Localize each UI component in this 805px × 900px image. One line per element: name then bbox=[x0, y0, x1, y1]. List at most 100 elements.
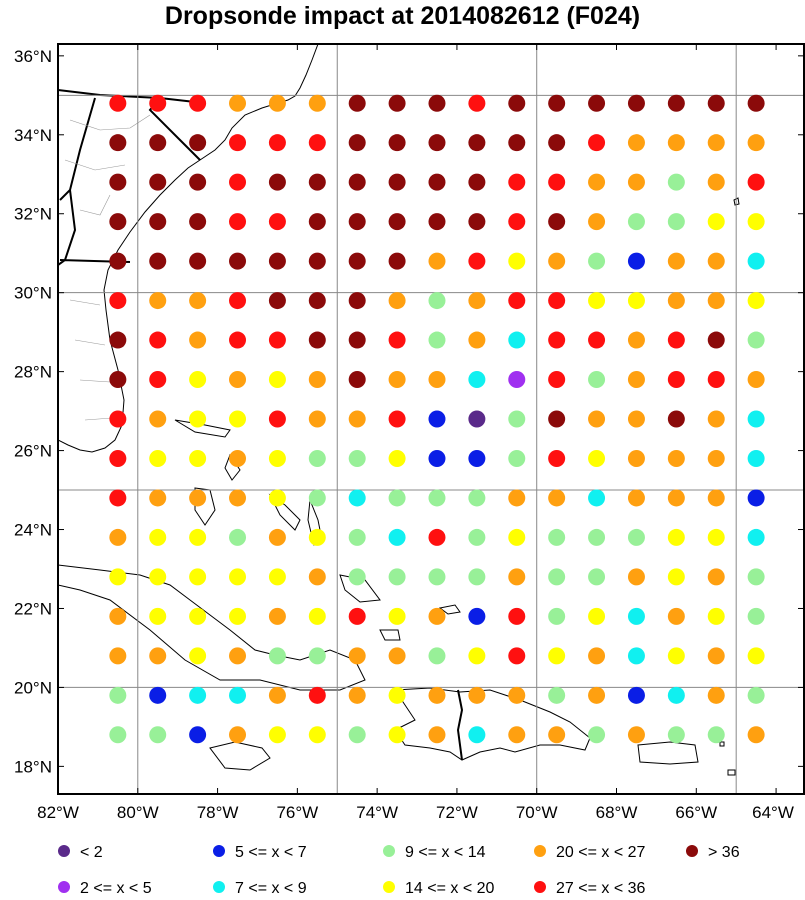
impact-point bbox=[308, 528, 326, 546]
impact-point bbox=[747, 410, 765, 428]
impact-point bbox=[508, 449, 526, 467]
impact-point bbox=[747, 449, 765, 467]
us-county-lines bbox=[64, 114, 151, 421]
impact-point bbox=[308, 410, 326, 428]
impact-point bbox=[468, 134, 486, 152]
impact-point bbox=[508, 607, 526, 625]
impact-point bbox=[588, 331, 606, 349]
impact-point bbox=[548, 528, 566, 546]
impact-point bbox=[548, 726, 566, 744]
impact-point bbox=[189, 410, 207, 428]
impact-point bbox=[388, 686, 406, 704]
impact-point bbox=[588, 94, 606, 112]
impact-point bbox=[149, 331, 167, 349]
impact-point bbox=[667, 647, 685, 665]
impact-point bbox=[388, 410, 406, 428]
impact-point bbox=[747, 292, 765, 310]
impact-point bbox=[149, 134, 167, 152]
impact-point bbox=[667, 568, 685, 586]
impact-point bbox=[667, 173, 685, 191]
impact-point bbox=[627, 134, 645, 152]
impact-point bbox=[428, 647, 446, 665]
legend-label: 7 <= x < 9 bbox=[235, 880, 307, 897]
impact-point bbox=[588, 410, 606, 428]
legend-swatch bbox=[383, 881, 395, 893]
impact-point bbox=[667, 213, 685, 231]
impact-point bbox=[109, 134, 127, 152]
impact-point bbox=[548, 410, 566, 428]
impact-point bbox=[149, 94, 167, 112]
impact-point bbox=[149, 528, 167, 546]
legend-swatch bbox=[534, 845, 546, 857]
impact-point bbox=[548, 252, 566, 270]
impact-point bbox=[388, 489, 406, 507]
lon-tick-label: 80°W bbox=[117, 803, 159, 822]
impact-point bbox=[667, 410, 685, 428]
impact-point bbox=[229, 134, 247, 152]
lat-tick-label: 34°N bbox=[14, 126, 52, 145]
impact-point bbox=[468, 686, 486, 704]
impact-point bbox=[229, 410, 247, 428]
impact-point bbox=[109, 607, 127, 625]
impact-point bbox=[588, 134, 606, 152]
lat-tick-label: 30°N bbox=[14, 284, 52, 303]
impact-point bbox=[149, 489, 167, 507]
lon-tick-label: 74°W bbox=[356, 803, 398, 822]
impact-point bbox=[268, 568, 286, 586]
impact-point bbox=[508, 371, 526, 389]
impact-point bbox=[588, 607, 606, 625]
impact-point bbox=[149, 252, 167, 270]
impact-point bbox=[548, 371, 566, 389]
impact-point bbox=[109, 568, 127, 586]
impact-point bbox=[348, 647, 366, 665]
legend-swatch bbox=[58, 845, 70, 857]
impact-point bbox=[308, 568, 326, 586]
impact-point bbox=[508, 686, 526, 704]
impact-point bbox=[109, 489, 127, 507]
impact-point bbox=[468, 528, 486, 546]
legend-swatch bbox=[534, 881, 546, 893]
lon-tick-label: 70°W bbox=[516, 803, 558, 822]
impact-point bbox=[229, 173, 247, 191]
impact-point bbox=[508, 292, 526, 310]
impact-point bbox=[428, 686, 446, 704]
impact-point bbox=[508, 173, 526, 191]
impact-point bbox=[109, 726, 127, 744]
legend-swatch bbox=[58, 881, 70, 893]
impact-point bbox=[428, 568, 446, 586]
impact-point bbox=[468, 410, 486, 428]
impact-point bbox=[707, 252, 725, 270]
impact-point bbox=[627, 94, 645, 112]
impact-point bbox=[548, 331, 566, 349]
impact-point bbox=[548, 173, 566, 191]
impact-point bbox=[308, 489, 326, 507]
impact-point bbox=[308, 449, 326, 467]
impact-point bbox=[588, 252, 606, 270]
lat-tick-label: 18°N bbox=[14, 757, 52, 776]
impact-point bbox=[627, 528, 645, 546]
impact-point bbox=[468, 647, 486, 665]
impact-point bbox=[268, 489, 286, 507]
islet-1 bbox=[438, 604, 461, 615]
impact-point bbox=[627, 647, 645, 665]
impact-point bbox=[667, 686, 685, 704]
impact-point bbox=[189, 686, 207, 704]
impact-point bbox=[229, 292, 247, 310]
impact-point bbox=[747, 213, 765, 231]
impact-point bbox=[348, 607, 366, 625]
lon-tick-label: 66°W bbox=[675, 803, 717, 822]
haiti-dr-border bbox=[456, 689, 464, 761]
impact-point bbox=[268, 371, 286, 389]
impact-point bbox=[348, 568, 366, 586]
impact-point bbox=[667, 292, 685, 310]
lon-tick-label: 72°W bbox=[436, 803, 478, 822]
impact-point bbox=[588, 528, 606, 546]
legend-label: 2 <= x < 5 bbox=[80, 880, 152, 897]
impact-point bbox=[667, 607, 685, 625]
legend-label: 20 <= x < 27 bbox=[556, 844, 646, 861]
impact-point bbox=[189, 292, 207, 310]
impact-point bbox=[229, 607, 247, 625]
impact-point bbox=[229, 489, 247, 507]
impact-point bbox=[308, 252, 326, 270]
impact-point bbox=[308, 213, 326, 231]
